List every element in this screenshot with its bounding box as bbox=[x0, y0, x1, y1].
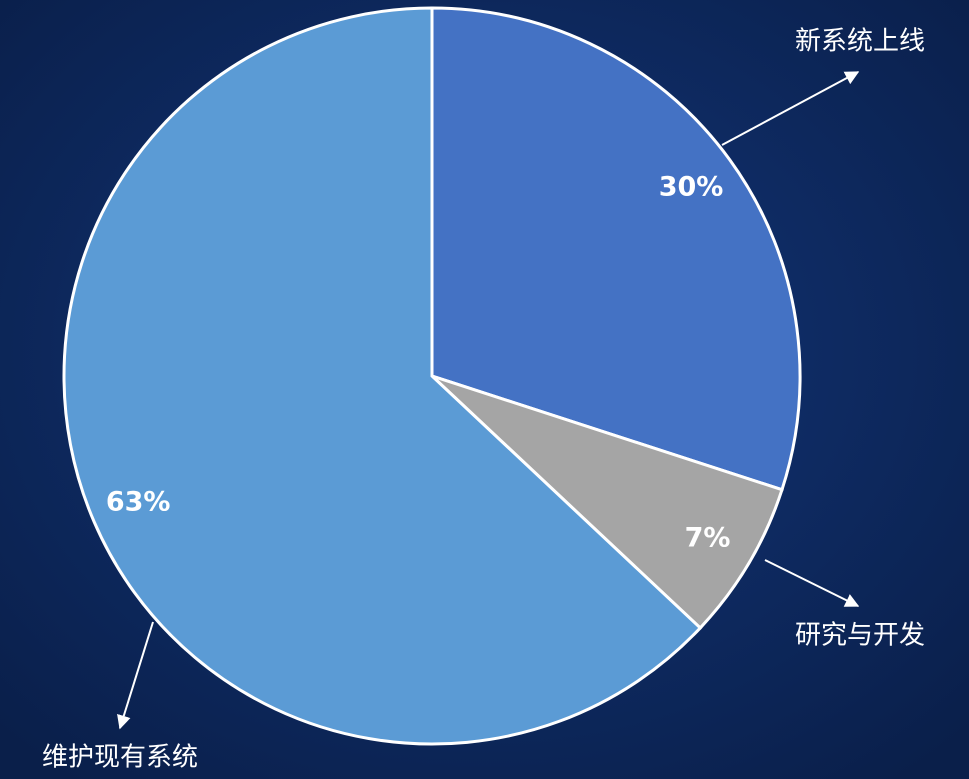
category-label: 研究与开发 bbox=[795, 621, 925, 651]
value-label: 30% bbox=[659, 171, 724, 202]
pie-slice bbox=[62, 6, 703, 746]
leader-arrow bbox=[764, 559, 860, 607]
pie bbox=[62, 6, 802, 746]
value-label: 63% bbox=[106, 487, 171, 518]
leader-arrow bbox=[117, 621, 154, 730]
category-label: 维护现有系统 bbox=[42, 743, 198, 773]
leader-arrow bbox=[721, 71, 860, 146]
pie-slice bbox=[430, 6, 802, 492]
value-label: 7% bbox=[685, 522, 731, 553]
category-label: 新系统上线 bbox=[795, 27, 925, 57]
pie-slice bbox=[430, 374, 784, 631]
